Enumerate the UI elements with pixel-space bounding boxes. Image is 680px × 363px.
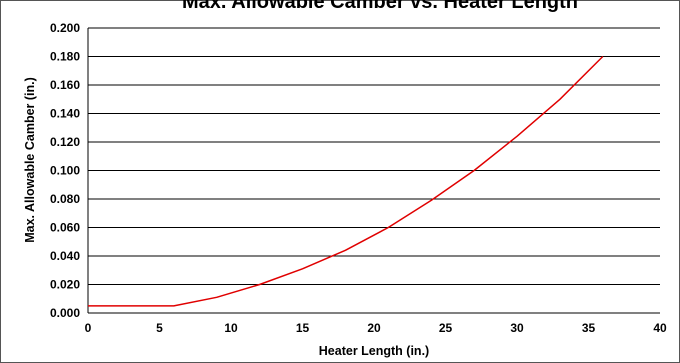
- y-axis-label: Max. Allowable Camber (in.): [23, 77, 37, 243]
- series-layer: [88, 55, 604, 307]
- y-tick-labels: 0.000 0.020 0.040 0.060 0.080 0.100 0.120 0.140…: [50, 21, 80, 320]
- y-tick-label-4: 0.080: [50, 192, 80, 206]
- y-tick-label-8: 0.160: [50, 78, 80, 92]
- x-tick-label-5: 25: [439, 321, 453, 335]
- y-tick-label-7: 0.140: [50, 107, 80, 121]
- x-tick-label-4: 20: [367, 321, 381, 335]
- y-tick-label-6: 0.120: [50, 135, 80, 149]
- x-tick-labels: 0 5 10 15 20 25 30 35 40: [85, 321, 667, 335]
- series-line-0: [88, 55, 604, 307]
- x-tick-label-0: 0: [85, 321, 92, 335]
- y-tick-label-2: 0.040: [50, 249, 80, 263]
- x-tick-label-3: 15: [296, 321, 310, 335]
- x-axis-label: Heater Length (in.): [319, 344, 429, 358]
- x-tick-label-1: 5: [156, 321, 163, 335]
- y-tick-label-3: 0.060: [50, 221, 80, 235]
- y-tick-label-10: 0.200: [50, 21, 80, 35]
- x-tick-label-6: 30: [510, 321, 524, 335]
- y-tick-label-5: 0.100: [50, 164, 80, 178]
- y-tick-label-0: 0.000: [50, 306, 80, 320]
- y-tick-label-9: 0.180: [50, 50, 80, 64]
- x-tick-label-7: 35: [582, 321, 596, 335]
- x-tick-label-8: 40: [653, 321, 667, 335]
- chart-title: Max. Allowable Camber vs. Heater Length: [182, 0, 578, 13]
- gridlines: [87, 27, 660, 314]
- x-tick-label-2: 10: [224, 321, 238, 335]
- y-tick-label-1: 0.020: [50, 278, 80, 292]
